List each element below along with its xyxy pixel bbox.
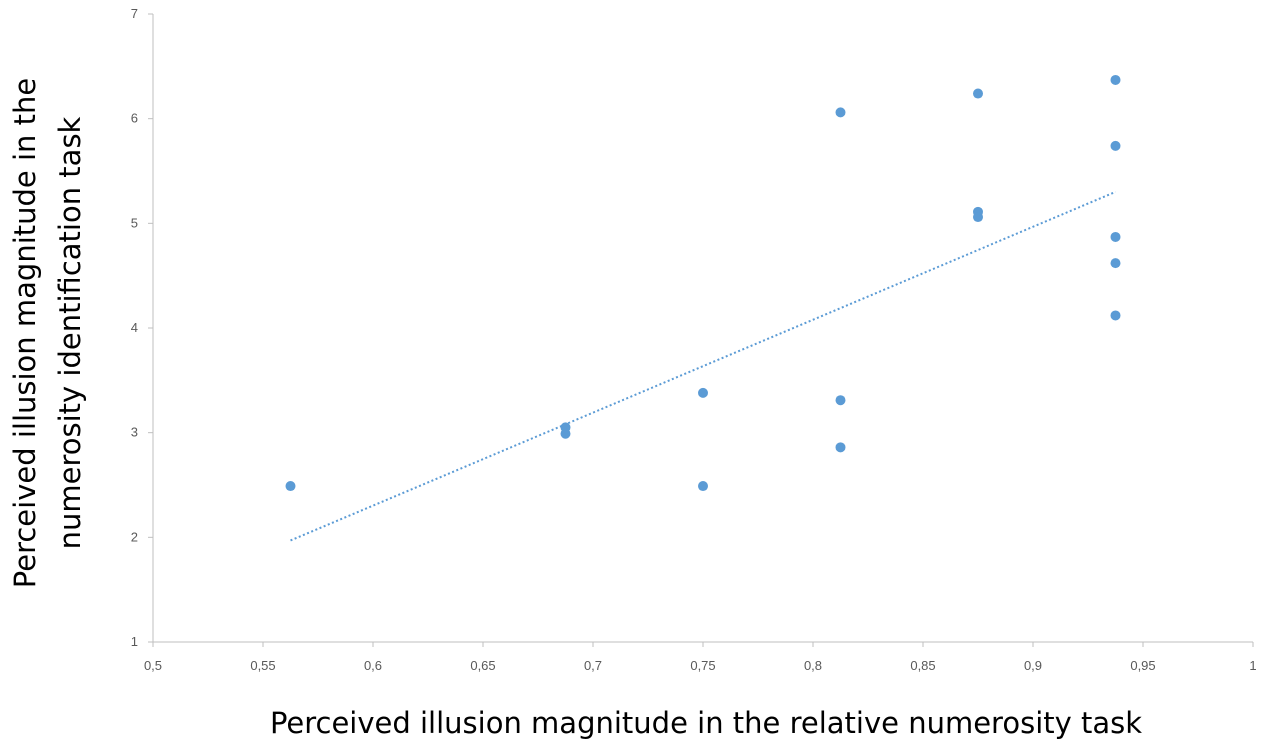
data-point (698, 387, 708, 398)
x-axis-title: Perceived illusion magnitude in the rela… (270, 706, 1142, 740)
x-tick-label: 0,55 (250, 658, 275, 673)
y-tick-label: 1 (131, 634, 138, 649)
data-point (698, 481, 708, 492)
y-tick-label: 4 (131, 320, 138, 335)
data-point (560, 428, 571, 439)
y-tick-label: 5 (131, 215, 138, 230)
x-tick-label: 0,85 (910, 658, 935, 673)
x-tick-label: 0,95 (1130, 658, 1155, 673)
x-tick-label: 0,7 (584, 658, 602, 673)
data-point (835, 442, 846, 453)
x-tick-label: 0,65 (470, 658, 495, 673)
x-tick-label: 0,6 (364, 658, 382, 673)
x-axis-ticks: 0,5 0,55 0,6 0,65 0,7 0,75 0,8 0,85 0,9 0,95 1 (144, 642, 1257, 673)
x-tick-label: 0,75 (690, 658, 715, 673)
y-axis-ticks: 1 2 3 4 5 6 7 (131, 6, 153, 649)
trendline (290, 191, 1116, 542)
y-axis-title-line-2: numerosity identification task (53, 116, 87, 549)
data-point (1110, 258, 1121, 269)
data-point (835, 107, 846, 118)
x-tick-label: 1 (1249, 658, 1256, 673)
y-tick-label: 6 (131, 111, 138, 126)
data-point (835, 395, 846, 406)
data-point (1110, 74, 1121, 85)
y-axis-title-line-1: Perceived illusion magnitude in the (8, 78, 42, 588)
data-point (1110, 310, 1121, 321)
x-tick-label: 0,5 (144, 658, 162, 673)
data-point (973, 88, 983, 99)
data-point (1110, 231, 1121, 242)
data-point (973, 212, 983, 223)
data-point (1110, 140, 1121, 151)
y-tick-label: 7 (131, 6, 138, 21)
data-point (285, 481, 296, 492)
y-tick-label: 2 (131, 529, 138, 544)
x-tick-label: 0,9 (1024, 658, 1042, 673)
y-tick-label: 3 (131, 425, 138, 440)
data-points (285, 74, 1121, 492)
x-tick-label: 0,8 (804, 658, 822, 673)
trendline-layer (290, 191, 1116, 542)
